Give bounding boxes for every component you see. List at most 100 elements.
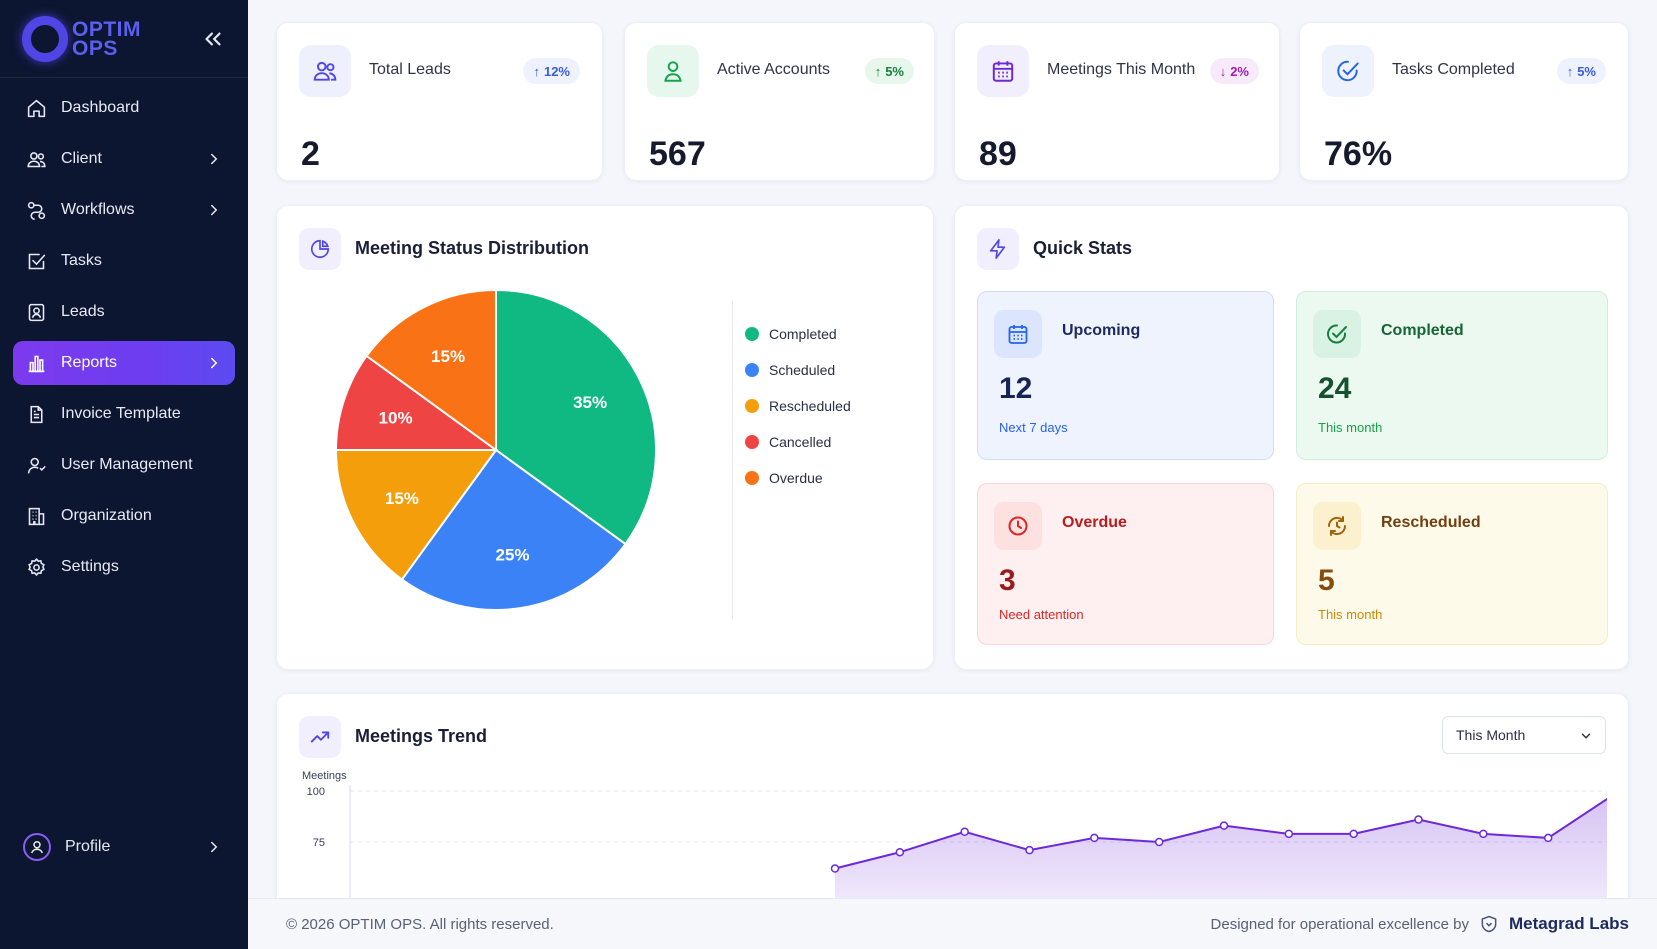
quick-stat-rescheduled: Rescheduled 5 This month	[1296, 483, 1608, 645]
brand: OPTIM OPS	[0, 0, 248, 78]
double-chevron-left-icon	[205, 32, 221, 46]
change-badge: ↑ 12%	[523, 58, 580, 84]
pie-slice-rescheduled[interactable]	[334, 449, 498, 581]
sidebar-item-label: Organization	[61, 507, 152, 524]
quick-stat-value: 5	[1318, 564, 1335, 597]
designed-by-text: Designed for operational excellence by	[1210, 915, 1470, 933]
pie-slice-overdue[interactable]	[365, 288, 497, 452]
reschedule-icon	[1313, 502, 1361, 550]
quick-stat-value: 24	[1318, 372, 1352, 405]
task-check-icon	[25, 250, 47, 272]
footer: © 2026 OPTIM OPS. All rights reserved. D…	[248, 898, 1657, 949]
sidebar-item-invoice-template[interactable]: Invoice Template	[13, 392, 235, 436]
change-badge: ↑ 5%	[1556, 58, 1606, 84]
legend-item-scheduled[interactable]: Scheduled	[745, 352, 851, 388]
stat-label: Active Accounts	[717, 61, 830, 78]
calendar-icon	[977, 45, 1029, 97]
pie-slice-label: 15%	[385, 489, 419, 508]
arrow-down-icon: ↓	[1219, 63, 1227, 79]
quick-stat-label: Completed	[1381, 322, 1464, 339]
trend-point[interactable]	[960, 827, 969, 837]
users-icon	[299, 45, 351, 97]
profile-menu[interactable]: Profile	[13, 825, 235, 869]
pie-slice-label: 35%	[573, 393, 607, 412]
pie-slice-label: 25%	[496, 545, 530, 564]
stat-value: 89	[979, 135, 1017, 173]
legend-label: Rescheduled	[769, 398, 851, 414]
brand-name: OPTIM OPS	[72, 19, 141, 59]
legend-swatch	[745, 435, 759, 449]
sidebar-item-workflows[interactable]: Workflows	[13, 188, 235, 232]
meeting-status-distribution-card: Meeting Status Distribution 35% 25% 15% 10%…	[276, 205, 934, 670]
collapse-sidebar-button[interactable]	[200, 26, 226, 52]
trend-point[interactable]	[1479, 829, 1488, 839]
legend-swatch	[745, 399, 759, 413]
trend-point[interactable]	[1025, 845, 1034, 855]
sidebar-item-leads[interactable]: Leads	[13, 290, 235, 334]
period-select[interactable]: This Month	[1442, 716, 1606, 754]
sidebar-item-label: Settings	[61, 558, 119, 575]
footer-credit: Designed for operational excellence by M…	[1211, 914, 1629, 934]
legend-label: Scheduled	[769, 362, 836, 378]
sidebar-item-tasks[interactable]: Tasks	[13, 239, 235, 283]
sidebar-item-reports[interactable]: Reports	[13, 341, 235, 385]
check-circle-icon	[1322, 45, 1374, 97]
quick-stat-subtext: This month	[1318, 607, 1383, 622]
quick-stat-value: 12	[999, 372, 1033, 405]
distribution-title: Meeting Status Distribution	[355, 238, 589, 258]
quick-stat-label: Overdue	[1062, 514, 1127, 531]
trend-point[interactable]	[830, 864, 840, 873]
company-link[interactable]: Metagrad Labs	[1509, 914, 1629, 933]
bar-chart-icon	[25, 352, 47, 374]
lightning-icon	[977, 228, 1019, 270]
trend-point[interactable]	[1349, 829, 1358, 839]
sidebar-item-user-management[interactable]: User Management	[13, 443, 235, 487]
trend-point[interactable]	[1284, 829, 1294, 839]
quick-stat-subtext: Next 7 days	[999, 420, 1068, 435]
trend-point[interactable]	[1219, 821, 1229, 830]
legend-divider	[732, 301, 733, 619]
profile-label: Profile	[65, 838, 111, 855]
legend-item-rescheduled[interactable]: Rescheduled	[745, 388, 851, 424]
y-axis-label: Meetings	[302, 771, 347, 782]
sidebar-item-organization[interactable]: Organization	[13, 494, 235, 538]
check-circle-icon	[1313, 310, 1361, 358]
sidebar-item-client[interactable]: Client	[13, 137, 235, 181]
sidebar-item-label: Leads	[61, 303, 105, 320]
change-value: 2%	[1230, 63, 1249, 79]
trend-point[interactable]	[1090, 833, 1099, 843]
legend-swatch	[745, 471, 759, 485]
sidebar-item-settings[interactable]: Settings	[13, 545, 235, 589]
user-manage-icon	[25, 454, 47, 476]
legend-item-completed[interactable]: Completed	[745, 316, 851, 352]
trend-point[interactable]	[895, 847, 905, 857]
user-icon	[647, 45, 699, 97]
quick-stats-card: Quick Stats Upcoming 12 Next 7 days Comp…	[954, 205, 1629, 670]
home-icon	[25, 97, 47, 119]
chevron-right-icon	[211, 153, 218, 165]
pie-slice-completed[interactable]	[495, 288, 657, 546]
trend-point[interactable]	[1414, 815, 1423, 824]
contact-icon	[25, 301, 47, 323]
legend-item-cancelled[interactable]: Cancelled	[745, 424, 851, 460]
legend-item-overdue[interactable]: Overdue	[745, 460, 851, 496]
trend-point[interactable]	[1543, 833, 1553, 843]
quick-stat-completed: Completed 24 This month	[1296, 291, 1608, 460]
sidebar: OPTIM OPS Dashboard Client Workflows Tas…	[0, 0, 248, 949]
stat-card-tasks-completed: Tasks Completed ↑ 5% 76%	[1299, 22, 1629, 181]
y-tick-label: 100	[307, 786, 325, 798]
sidebar-item-dashboard[interactable]: Dashboard	[13, 86, 235, 130]
legend-swatch	[745, 327, 759, 341]
sidebar-item-label: Client	[61, 150, 102, 167]
sidebar-item-label: Workflows	[61, 201, 135, 218]
sidebar-item-label: Tasks	[61, 252, 102, 269]
quick-stats-title: Quick Stats	[1033, 238, 1133, 258]
trend-point[interactable]	[1154, 837, 1164, 847]
pie-slice-scheduled[interactable]	[400, 448, 627, 611]
pie-slice-label: 15%	[431, 347, 465, 366]
pie-slice-cancelled[interactable]	[334, 354, 500, 451]
chevron-right-icon	[211, 841, 218, 853]
quick-stat-value: 3	[999, 564, 1016, 597]
legend-label: Completed	[769, 326, 837, 342]
arrow-up-icon: ↑	[533, 63, 540, 79]
